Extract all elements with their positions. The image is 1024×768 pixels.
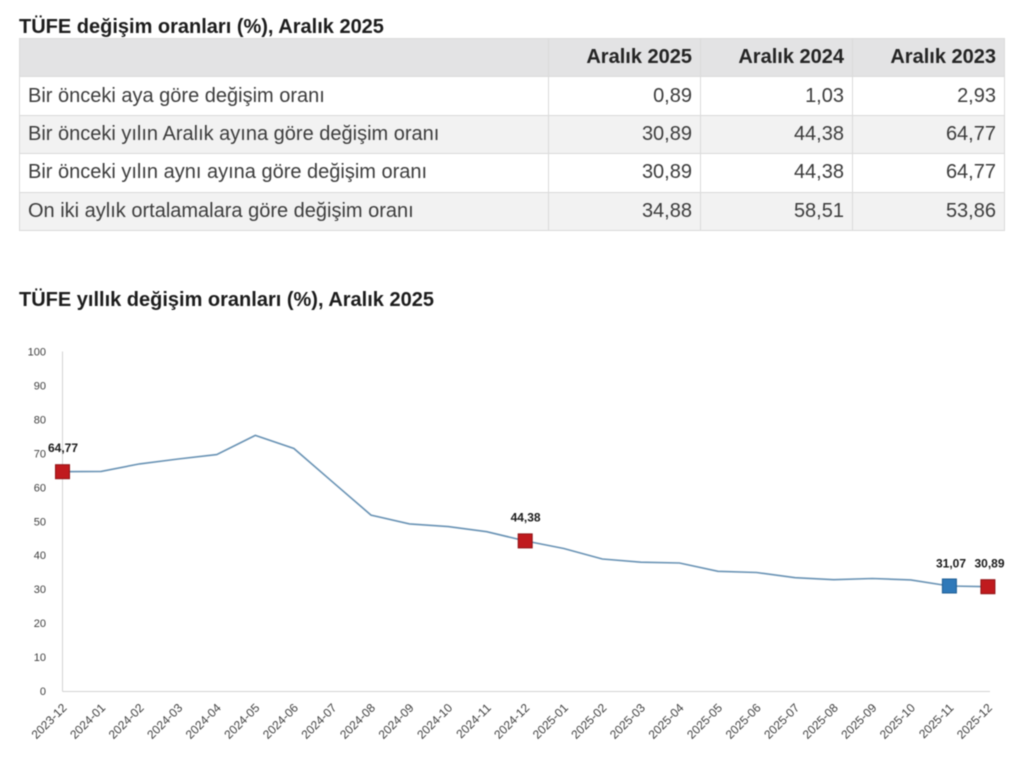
svg-text:2025-11: 2025-11 [916,700,957,741]
svg-text:10: 10 [34,652,46,664]
svg-text:2024-09: 2024-09 [376,700,417,741]
svg-text:50: 50 [34,516,46,528]
svg-text:2025-12: 2025-12 [954,700,995,741]
svg-text:20: 20 [34,618,46,630]
svg-text:2025-09: 2025-09 [838,700,879,741]
svg-text:40: 40 [34,550,46,562]
svg-text:2025-01: 2025-01 [530,700,571,741]
svg-text:2024-03: 2024-03 [144,700,185,741]
svg-text:2024-06: 2024-06 [260,700,301,741]
svg-text:2024-01: 2024-01 [67,700,108,741]
svg-text:2025-07: 2025-07 [761,700,802,741]
svg-text:60: 60 [34,482,46,494]
svg-text:64,77: 64,77 [48,441,78,455]
svg-text:2025-03: 2025-03 [607,700,648,741]
svg-text:30,89: 30,89 [974,557,1004,571]
svg-text:2024-08: 2024-08 [337,700,378,741]
svg-text:2024-07: 2024-07 [298,700,339,741]
svg-text:2024-05: 2024-05 [221,700,262,741]
svg-text:70: 70 [34,448,46,460]
svg-text:2024-10: 2024-10 [414,700,455,741]
svg-text:2024-04: 2024-04 [183,700,224,741]
svg-text:31,07: 31,07 [936,557,966,571]
svg-text:80: 80 [34,415,46,427]
svg-text:44,38: 44,38 [511,511,541,525]
svg-text:90: 90 [34,381,46,393]
svg-text:2025-06: 2025-06 [723,700,764,741]
svg-text:2024-12: 2024-12 [491,700,532,741]
svg-text:2025-05: 2025-05 [684,700,725,741]
svg-text:2025-04: 2025-04 [646,700,687,741]
svg-text:2024-02: 2024-02 [106,700,147,741]
svg-text:0: 0 [40,686,46,698]
svg-text:2024-11: 2024-11 [453,700,494,741]
svg-text:2025-02: 2025-02 [568,700,609,741]
svg-text:2023-12: 2023-12 [29,700,70,741]
svg-text:30: 30 [34,584,46,596]
svg-text:2025-08: 2025-08 [800,700,841,741]
svg-text:2025-10: 2025-10 [877,700,918,741]
svg-text:100: 100 [28,347,46,359]
